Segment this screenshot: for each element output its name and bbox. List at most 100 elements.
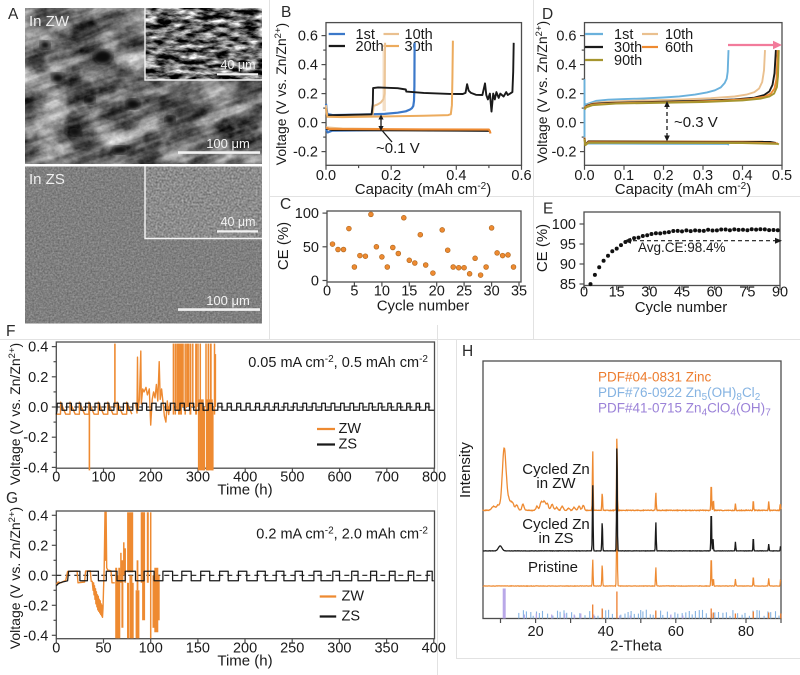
svg-text:Cycled Zn: Cycled Zn xyxy=(522,461,590,478)
svg-text:0.0: 0.0 xyxy=(316,168,336,184)
svg-text:0.1: 0.1 xyxy=(614,168,634,184)
svg-text:80: 80 xyxy=(738,624,754,640)
svg-text:Voltage (V vs. Zn/Zn2+): Voltage (V vs. Zn/Zn2+) xyxy=(7,507,23,649)
svg-text:~0.3 V: ~0.3 V xyxy=(674,114,718,131)
svg-text:PDF#04-0831 Zinc: PDF#04-0831 Zinc xyxy=(598,370,712,385)
svg-text:Intensity: Intensity xyxy=(457,442,474,498)
svg-text:300: 300 xyxy=(186,470,210,486)
svg-text:200: 200 xyxy=(233,641,257,657)
svg-text:50: 50 xyxy=(303,240,319,256)
svg-text:60: 60 xyxy=(668,624,684,640)
svg-text:CE (%): CE (%) xyxy=(275,222,292,270)
svg-text:400: 400 xyxy=(233,470,257,486)
svg-text:F: F xyxy=(6,323,15,340)
svg-text:A: A xyxy=(8,6,19,23)
svg-text:-0.4: -0.4 xyxy=(23,628,48,644)
svg-text:in ZS: in ZS xyxy=(538,530,573,547)
svg-text:ZS: ZS xyxy=(342,609,361,625)
svg-text:0.5: 0.5 xyxy=(772,168,792,184)
svg-text:100 μm: 100 μm xyxy=(206,136,250,151)
svg-text:PDF#41-0715 Zn4ClO4(OH)7: PDF#41-0715 Zn4ClO4(OH)7 xyxy=(598,401,771,419)
svg-text:10th: 10th xyxy=(665,27,693,43)
svg-text:50: 50 xyxy=(95,641,111,657)
svg-text:~0.1 V: ~0.1 V xyxy=(376,140,420,157)
svg-text:100: 100 xyxy=(552,217,576,233)
svg-text:250: 250 xyxy=(280,641,304,657)
svg-text:30th: 30th xyxy=(614,40,642,56)
svg-text:100 μm: 100 μm xyxy=(206,293,250,308)
svg-text:Avg.CE:98.4%: Avg.CE:98.4% xyxy=(638,240,726,255)
svg-text:200: 200 xyxy=(139,470,163,486)
svg-text:Voltage (V vs. Zn/Zn2+): Voltage (V vs. Zn/Zn2+) xyxy=(7,343,23,485)
svg-text:E: E xyxy=(543,201,553,218)
svg-text:500: 500 xyxy=(280,470,304,486)
svg-text:B: B xyxy=(281,4,291,21)
svg-text:40 μm: 40 μm xyxy=(221,58,256,72)
svg-text:10: 10 xyxy=(374,284,390,300)
svg-text:75: 75 xyxy=(739,285,755,301)
svg-text:800: 800 xyxy=(422,470,446,486)
svg-text:Cycle number: Cycle number xyxy=(635,299,728,316)
svg-text:40: 40 xyxy=(598,624,614,640)
svg-text:0.2: 0.2 xyxy=(28,538,48,554)
svg-text:0.0: 0.0 xyxy=(574,168,594,184)
svg-text:30: 30 xyxy=(484,284,500,300)
svg-text:0.2: 0.2 xyxy=(653,168,673,184)
svg-text:0.0: 0.0 xyxy=(28,400,48,416)
svg-text:0: 0 xyxy=(52,470,60,486)
svg-text:0.4: 0.4 xyxy=(446,168,466,184)
svg-text:400: 400 xyxy=(422,641,446,657)
svg-text:0.0: 0.0 xyxy=(556,116,576,132)
svg-text:90th: 90th xyxy=(614,53,642,69)
svg-text:100: 100 xyxy=(91,470,115,486)
svg-text:-0.2: -0.2 xyxy=(293,145,318,161)
svg-text:PDF#76-0922 Zn5(OH)8Cl2: PDF#76-0922 Zn5(OH)8Cl2 xyxy=(598,385,761,403)
svg-text:5: 5 xyxy=(350,284,358,300)
svg-text:30: 30 xyxy=(641,285,657,301)
svg-text:15: 15 xyxy=(401,284,417,300)
svg-text:0.6: 0.6 xyxy=(556,29,576,45)
svg-text:35: 35 xyxy=(511,284,527,300)
svg-text:20: 20 xyxy=(528,624,544,640)
svg-text:D: D xyxy=(542,6,553,23)
svg-text:0.4: 0.4 xyxy=(732,168,752,184)
svg-text:-0.4: -0.4 xyxy=(23,460,48,476)
svg-text:C: C xyxy=(280,196,291,213)
svg-text:Voltage (V vs. Zn/Zn2+): Voltage (V vs. Zn/Zn2+) xyxy=(273,23,289,165)
svg-text:30th: 30th xyxy=(405,39,433,55)
svg-text:40 μm: 40 μm xyxy=(221,215,256,229)
svg-text:-0.2: -0.2 xyxy=(23,430,48,446)
svg-text:0.6: 0.6 xyxy=(511,168,531,184)
svg-text:-0.2: -0.2 xyxy=(552,145,577,161)
svg-text:Capacity (mAh cm-2): Capacity (mAh cm-2) xyxy=(355,181,491,198)
svg-text:CE (%): CE (%) xyxy=(534,224,551,272)
svg-text:10th: 10th xyxy=(405,27,433,43)
svg-text:150: 150 xyxy=(186,641,210,657)
svg-text:0.2: 0.2 xyxy=(298,87,318,103)
svg-text:0.3: 0.3 xyxy=(693,168,713,184)
svg-text:0: 0 xyxy=(52,641,60,657)
svg-text:Cycled Zn: Cycled Zn xyxy=(522,516,590,533)
svg-text:Voltage (V vs. Zn/Zn2+): Voltage (V vs. Zn/Zn2+) xyxy=(534,21,550,163)
svg-text:60: 60 xyxy=(707,285,723,301)
svg-text:0.2 mA cm-2, 2.0 mAh cm-2: 0.2 mA cm-2, 2.0 mAh cm-2 xyxy=(256,526,428,543)
svg-text:ZW: ZW xyxy=(342,589,365,605)
svg-text:0.2: 0.2 xyxy=(28,370,48,386)
svg-text:ZW: ZW xyxy=(339,421,362,437)
svg-text:in ZW: in ZW xyxy=(536,475,576,492)
svg-text:1st: 1st xyxy=(614,27,633,43)
svg-text:100: 100 xyxy=(139,641,163,657)
svg-text:Time (h): Time (h) xyxy=(217,653,272,670)
svg-text:15: 15 xyxy=(609,285,625,301)
svg-text:60th: 60th xyxy=(665,40,693,56)
svg-text:0.6: 0.6 xyxy=(298,29,318,45)
svg-text:ZS: ZS xyxy=(339,437,358,453)
svg-text:In ZS: In ZS xyxy=(29,171,65,188)
svg-text:0.2: 0.2 xyxy=(556,87,576,103)
svg-text:0.0: 0.0 xyxy=(28,568,48,584)
svg-text:0.05 mA cm-2, 0.5 mAh cm-2: 0.05 mA cm-2, 0.5 mAh cm-2 xyxy=(248,354,428,371)
svg-text:0: 0 xyxy=(580,285,588,301)
svg-text:0.2: 0.2 xyxy=(381,168,401,184)
svg-text:0.4: 0.4 xyxy=(28,340,48,356)
svg-text:90: 90 xyxy=(772,285,788,301)
